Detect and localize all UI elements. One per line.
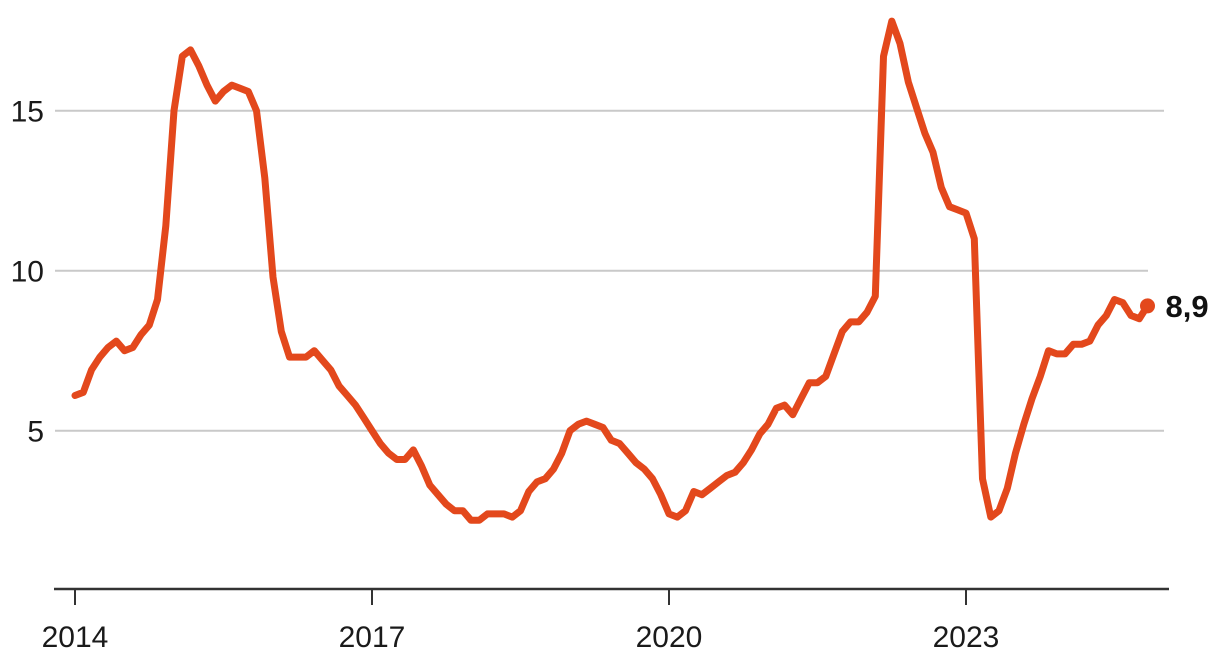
x-tick-label-2020: 2020 (636, 621, 703, 654)
y-tick-label-15: 15 (11, 96, 44, 129)
inflation-line (71, 17, 1151, 524)
gridlines (55, 109, 1164, 432)
x-axis: 2014 2017 2020 2023 (42, 587, 1169, 654)
y-tick-label-5: 5 (27, 416, 44, 449)
y-axis-labels: 15 10 5 (11, 96, 44, 449)
endpoint-value-label: 8,9 (1166, 289, 1209, 324)
x-tick-label-2014: 2014 (42, 621, 109, 654)
y-tick-label-10: 10 (11, 256, 44, 289)
x-tick-label-2017: 2017 (339, 621, 406, 654)
endpoint-dot (1140, 298, 1155, 314)
x-tick-label-2023: 2023 (933, 621, 1000, 654)
